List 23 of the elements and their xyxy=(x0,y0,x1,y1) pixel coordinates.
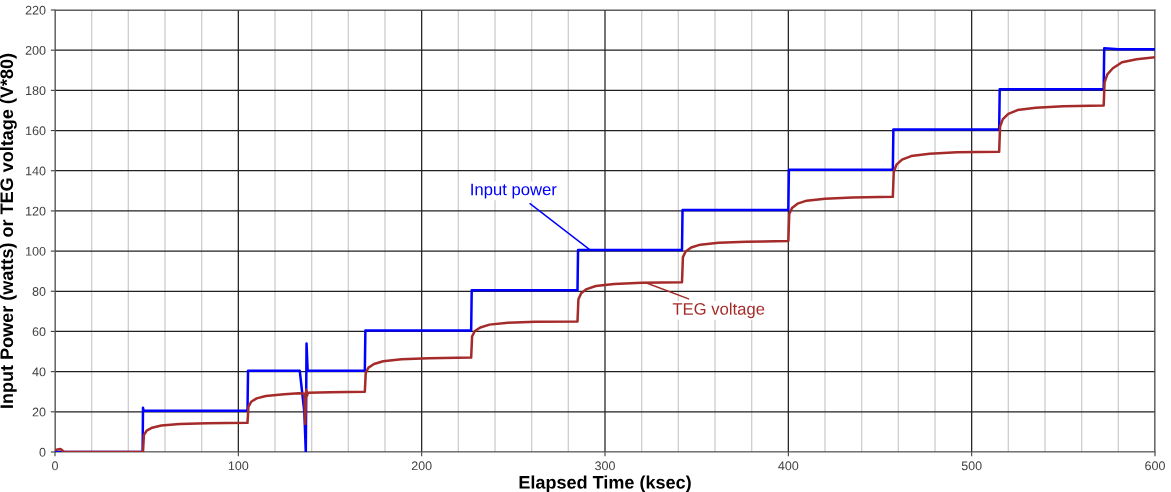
y-tick-label: 100 xyxy=(26,246,46,256)
x-axis-title: Elapsed Time (ksec) xyxy=(519,475,691,492)
y-tick-label: 180 xyxy=(26,86,46,96)
x-tick-label: 200 xyxy=(411,461,432,471)
y-tick-label: 0 xyxy=(39,447,46,457)
y-tick-label: 220 xyxy=(25,5,46,15)
x-tick-label: 400 xyxy=(778,461,799,471)
y-tick-label: 160 xyxy=(26,126,46,136)
y-tick-label: 120 xyxy=(26,206,46,216)
y-tick-label: 40 xyxy=(32,367,46,377)
annotation: Input power xyxy=(471,183,557,199)
x-tick-label: 100 xyxy=(228,461,249,471)
y-tick-label: 80 xyxy=(32,287,46,296)
x-tick-label: 600 xyxy=(1145,461,1165,471)
y-tick-label: 200 xyxy=(25,45,46,55)
y-tick-label: 60 xyxy=(32,327,46,337)
y-axis-title: Input Power (watts) or TEG voltage (V*80) xyxy=(0,53,17,408)
y-tick-label: 20 xyxy=(32,407,46,417)
y-tick-label: 140 xyxy=(26,166,46,176)
annotation: TEG voltage xyxy=(672,302,765,319)
x-tick-label: 500 xyxy=(961,461,982,471)
x-tick-label: 300 xyxy=(595,461,615,471)
x-tick-label: 0 xyxy=(52,461,58,471)
